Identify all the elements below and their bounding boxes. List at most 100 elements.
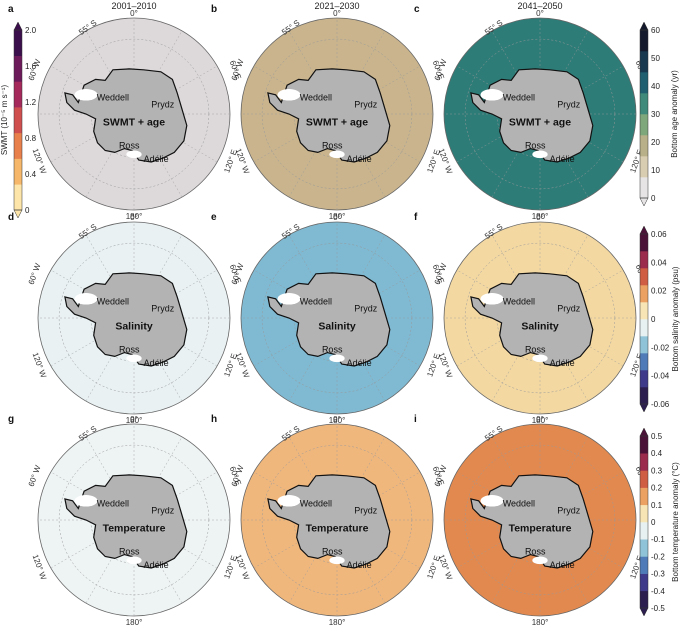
weddell-ice-shelf [480, 89, 504, 101]
region-prydz: Prydz [557, 303, 581, 313]
column-title-3: 2041–2050 [517, 1, 562, 11]
colorbar-swatch [640, 470, 648, 488]
ross-ice-shelf [126, 354, 142, 363]
lon-label-bottom: 180° [126, 416, 143, 425]
colorbar-bottom-arrow [13, 209, 23, 219]
colorbar-tick: -0.04 [651, 372, 670, 381]
colorbar-tick: 0.06 [651, 230, 667, 239]
colorbar-swatch [14, 132, 22, 159]
colorbar-bottom-arrow [639, 403, 649, 413]
lon-label-bottom: 180° [532, 618, 549, 627]
lon-label-top: 0° [333, 213, 341, 222]
ross-ice-shelf [126, 556, 142, 565]
region-ross: Ross [322, 141, 343, 151]
colorbar-tick: 0.4 [25, 170, 37, 179]
colorbar-tick: 0 [651, 194, 656, 203]
colorbar-tick: 20 [651, 138, 660, 147]
region-prydz: Prydz [354, 303, 378, 313]
ross-ice-shelf [126, 150, 142, 159]
colorbar-swatch [640, 302, 648, 320]
lon-label-top: 0° [536, 213, 544, 222]
colorbar-temperature: 0.5 0.4 0.3 0.2 0.1 0 -0.1 -0.2 -0.3 -0.4 -0.5 Bott… [639, 427, 680, 617]
colorbar-tick: 0.2 [651, 484, 663, 493]
colorbar-tick: -0.02 [651, 343, 670, 352]
lon-label-60w: 60° W [27, 262, 43, 286]
colorbar-tick: 0.8 [25, 134, 37, 143]
region-weddell: Weddell [300, 93, 332, 103]
panel-letter: g [8, 414, 14, 425]
colorbar-tick: 50 [651, 54, 660, 63]
panel-center-label: Temperature [103, 523, 166, 535]
colorbar-swatch [14, 107, 22, 134]
colorbar-swatch [640, 268, 648, 286]
region-prydz: Prydz [557, 99, 581, 109]
colorbar-swatch [14, 158, 22, 185]
colorbar-swatch [640, 251, 648, 269]
region-weddell: Weddell [503, 499, 535, 509]
region-adelie: Adélie [144, 560, 169, 570]
region-adelie: Adélie [347, 154, 372, 164]
colorbar-swatch [640, 522, 648, 540]
colorbar-top-arrow [13, 21, 23, 31]
colorbar-swatch [14, 81, 22, 108]
region-adelie: Adélie [144, 358, 169, 368]
colorbar-swatch [14, 184, 22, 211]
colorbar-tick: 0.4 [651, 449, 663, 458]
colorbar-tick: 1.6 [25, 62, 37, 71]
colorbar-tick: 1.2 [25, 98, 37, 107]
colorbar-swatch [640, 234, 648, 252]
colorbar-bottom-arrow [639, 607, 649, 617]
ross-ice-shelf [329, 354, 345, 363]
colorbar-swatch [640, 114, 648, 136]
region-weddell: Weddell [97, 499, 129, 509]
region-ross: Ross [119, 547, 140, 557]
colorbar-swatch [640, 590, 648, 609]
weddell-ice-shelf [74, 293, 98, 305]
colorbar-tick: 40 [651, 82, 660, 91]
region-adelie: Adélie [550, 358, 575, 368]
colorbar-swmt: 2.0 1.6 1.2 0.8 0.4 0 SWMT (10⁻⁵ m s⁻¹) [0, 21, 37, 219]
panel-letter: d [8, 212, 14, 223]
colorbar-tick: 2.0 [25, 26, 37, 35]
colorbar-salinity: 0.06 0.04 0.02 0 -0.02 -0.04 -0.06 Bottom salin… [639, 225, 680, 413]
meridian-line [456, 65, 624, 163]
column-title-2: 2021–2030 [314, 1, 359, 11]
colorbar-tick: 0.3 [651, 466, 663, 475]
panel-letter: e [211, 212, 217, 223]
colorbar-tick: 0.04 [651, 258, 667, 267]
lon-label-top: 0° [333, 415, 341, 424]
weddell-ice-shelf [74, 495, 98, 507]
panel-letter: c [414, 4, 420, 15]
lon-label-bottom: 180° [532, 212, 549, 221]
colorbar-tick: 30 [651, 110, 660, 119]
colorbar-frame [13, 29, 23, 211]
ross-ice-shelf [329, 150, 345, 159]
colorbar-swatch [640, 336, 648, 354]
panel-letter: b [211, 4, 217, 15]
region-adelie: Adélie [144, 154, 169, 164]
colorbar-tick: 0.02 [651, 287, 667, 296]
lon-label-bottom: 180° [532, 416, 549, 425]
colorbar-label: Bottom salinity anomaly (psu) [671, 266, 680, 371]
panel-center-label: SWMT + age [306, 117, 368, 129]
colorbar-swatch [640, 453, 648, 471]
colorbar-swatch [640, 573, 648, 592]
colorbar-bottom-arrow [639, 197, 649, 207]
lon-label-top: 0° [536, 415, 544, 424]
panel-center-label: Temperature [306, 523, 369, 535]
region-ross: Ross [119, 345, 140, 355]
region-ross: Ross [525, 141, 546, 151]
colorbar-age: 60 50 40 30 20 10 0 Bottom age anomaly (yr) [639, 21, 679, 207]
colorbar-tick: 60 [651, 26, 660, 35]
colorbar-frame [639, 29, 649, 199]
colorbar-tick: -0.2 [651, 552, 665, 561]
colorbar-tick: -0.3 [651, 570, 665, 579]
region-ross: Ross [119, 141, 140, 151]
colorbar-swatch [640, 387, 648, 405]
colorbar-tick: 0.5 [651, 432, 663, 441]
